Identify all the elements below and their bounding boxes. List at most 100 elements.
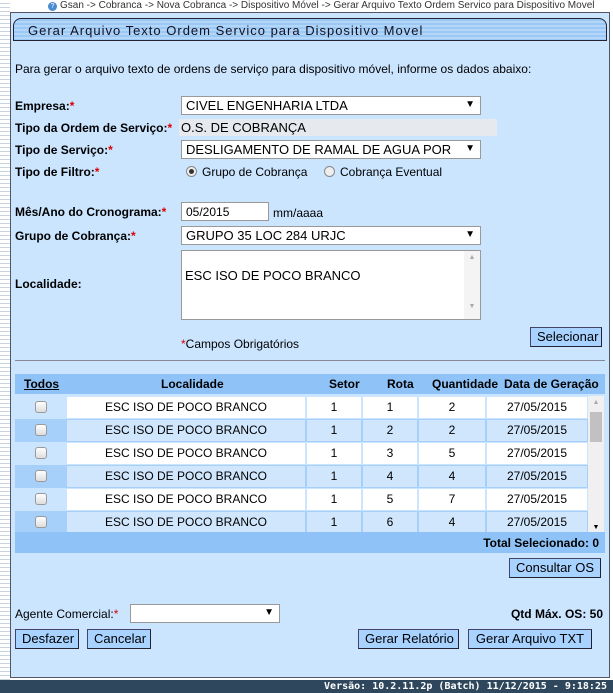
row-checkbox[interactable] (35, 424, 47, 436)
tipo-servico-label: Tipo de Serviço: (15, 143, 109, 157)
cancelar-button[interactable]: Cancelar (87, 629, 151, 649)
page-title: Gerar Arquivo Texto Ordem Servico para D… (13, 18, 607, 41)
scrollbar[interactable]: ▲ ▼ (464, 251, 480, 319)
cell-data: 27/05/2015 (487, 443, 587, 464)
cell-quantidade: 5 (419, 443, 485, 464)
cell-localidade: ESC ISO DE POCO BRANCO (67, 420, 305, 441)
qtd-max-os: Qtd Máx. OS: 50 (510, 607, 603, 621)
col-data: Data de Geração (504, 377, 599, 391)
cell-data: 27/05/2015 (487, 489, 587, 510)
intro-text: Para gerar o arquivo texto de ordens de … (15, 62, 532, 76)
cell-setor: 1 (307, 397, 361, 418)
localidade-option[interactable]: ESC ISO DE POCO BRANCO (185, 268, 361, 283)
tipo-ordem-value: O.S. DE COBRANÇA (179, 119, 497, 136)
cell-setor: 1 (307, 466, 361, 487)
row-checkbox[interactable] (35, 401, 47, 413)
radio-icon[interactable] (186, 166, 197, 177)
help-icon[interactable]: ? (48, 2, 57, 11)
chevron-down-icon: ▼ (465, 99, 475, 110)
table-row: ESC ISO DE POCO BRANCO 1 6 4 27/05/2015 (15, 511, 588, 534)
table-row: ESC ISO DE POCO BRANCO 1 3 5 27/05/2015 (15, 442, 588, 465)
mes-ano-label: Mês/Ano do Cronograma: (15, 205, 162, 219)
row-checkbox[interactable] (35, 470, 47, 482)
desfazer-button[interactable]: Desfazer (15, 629, 79, 649)
col-setor: Setor (329, 377, 360, 391)
cell-rota: 4 (363, 466, 417, 487)
consultar-os-button[interactable]: Consultar OS (509, 558, 601, 578)
agente-label: Agente Comercial: (15, 607, 114, 621)
cell-data: 27/05/2015 (487, 512, 587, 533)
required-note: Campos Obrigatórios (185, 337, 300, 351)
row-checkbox[interactable] (35, 447, 47, 459)
row-checkbox[interactable] (35, 516, 47, 528)
radio-cobranca-eventual[interactable]: Cobrança Eventual (324, 165, 442, 179)
cell-rota: 3 (363, 443, 417, 464)
cell-quantidade: 7 (419, 489, 485, 510)
cell-rota: 1 (363, 397, 417, 418)
cell-rota: 5 (363, 489, 417, 510)
main-panel: Gerar Arquivo Texto Ordem Servico para D… (10, 12, 610, 678)
cell-data: 27/05/2015 (487, 420, 587, 441)
breadcrumb: ? Gsan -> Cobranca -> Nova Cobranca -> Di… (48, 0, 594, 11)
cell-data: 27/05/2015 (487, 397, 587, 418)
checkbox-cell[interactable] (17, 443, 65, 464)
tipo-filtro-label: Tipo de Filtro: (15, 165, 95, 179)
grupo-select[interactable]: GRUPO 35 LOC 284 URJC ▼ (181, 226, 481, 245)
cell-quantidade: 4 (419, 512, 485, 533)
cell-localidade: ESC ISO DE POCO BRANCO (67, 443, 305, 464)
row-checkbox[interactable] (35, 493, 47, 505)
checkbox-cell[interactable] (17, 397, 65, 418)
cell-localidade: ESC ISO DE POCO BRANCO (67, 466, 305, 487)
cell-localidade: ESC ISO DE POCO BRANCO (67, 489, 305, 510)
cell-setor: 1 (307, 420, 361, 441)
cell-quantidade: 4 (419, 466, 485, 487)
col-quantidade: Quantidade (432, 377, 499, 391)
gerar-relatorio-button[interactable]: Gerar Relatório (358, 629, 459, 649)
table-header (15, 374, 605, 394)
checkbox-cell[interactable] (17, 489, 65, 510)
select-all-link[interactable]: Todos (24, 377, 60, 391)
scroll-thumb[interactable] (590, 412, 602, 442)
localidade-label: Localidade: (15, 277, 82, 291)
radio-icon[interactable] (324, 166, 335, 177)
localidade-list[interactable]: ESC ISO DE POCO BRANCO ▲ ▼ (181, 250, 481, 320)
cell-rota: 2 (363, 420, 417, 441)
cell-quantidade: 2 (419, 420, 485, 441)
tipo-servico-select[interactable]: DESLIGAMENTO DE RAMAL DE AGUA POR ▼ (181, 140, 481, 159)
empresa-label: Empresa: (15, 99, 70, 113)
checkbox-cell[interactable] (17, 420, 65, 441)
cell-setor: 1 (307, 512, 361, 533)
table-row: ESC ISO DE POCO BRANCO 1 2 2 27/05/2015 (15, 419, 588, 442)
chevron-down-icon: ▼ (264, 607, 274, 618)
cell-setor: 1 (307, 489, 361, 510)
col-rota: Rota (387, 377, 414, 391)
mes-ano-input[interactable]: 05/2015 (181, 202, 269, 221)
cell-quantidade: 2 (419, 397, 485, 418)
selecionar-button[interactable]: Selecionar (530, 327, 602, 347)
cell-localidade: ESC ISO DE POCO BRANCO (67, 397, 305, 418)
table-row: ESC ISO DE POCO BRANCO 1 1 2 27/05/2015 (15, 396, 588, 419)
checkbox-cell[interactable] (17, 466, 65, 487)
col-localidade: Localidade (161, 377, 224, 391)
gerar-arquivo-txt-button[interactable]: Gerar Arquivo TXT (468, 629, 592, 649)
grupo-label: Grupo de Cobrança: (15, 229, 132, 243)
radio-grupo-cobranca[interactable]: Grupo de Cobrança (186, 165, 307, 179)
agente-select[interactable]: ▼ (130, 604, 280, 623)
left-strip (0, 0, 10, 680)
cell-setor: 1 (307, 443, 361, 464)
cell-rota: 6 (363, 512, 417, 533)
tipo-ordem-label: Tipo da Ordem de Serviço: (15, 121, 168, 135)
version-footer: Versão: 10.2.11.2p (Batch) 11/12/2015 - … (0, 680, 613, 693)
cell-localidade: ESC ISO DE POCO BRANCO (67, 512, 305, 533)
checkbox-cell[interactable] (17, 512, 65, 533)
table-scrollbar[interactable]: ▲ ▼ (588, 396, 604, 532)
table-row: ESC ISO DE POCO BRANCO 1 5 7 27/05/2015 (15, 488, 588, 511)
table-row: ESC ISO DE POCO BRANCO 1 4 4 27/05/2015 (15, 465, 588, 488)
chevron-down-icon: ▼ (462, 143, 475, 154)
chevron-down-icon: ▼ (465, 229, 475, 240)
total-selecionado: Total Selecionado: 0 (15, 532, 605, 553)
divider (15, 360, 605, 361)
cell-data: 27/05/2015 (487, 466, 587, 487)
empresa-select[interactable]: CIVEL ENGENHARIA LTDA ▼ (181, 96, 481, 115)
mes-ano-hint: mm/aaaa (273, 206, 324, 220)
